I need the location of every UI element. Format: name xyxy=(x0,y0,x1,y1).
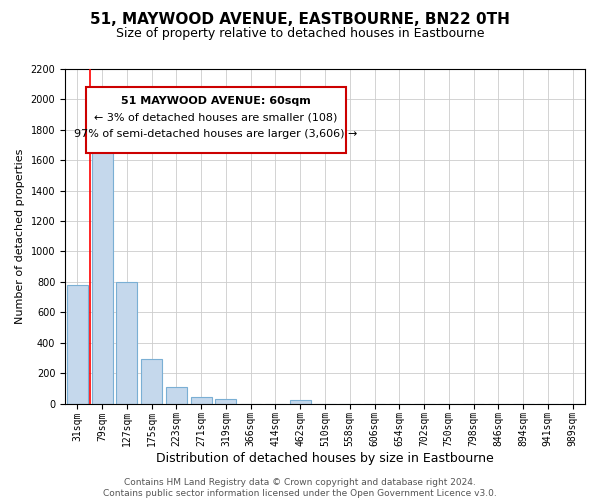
Bar xyxy=(141,358,162,404)
Bar xyxy=(215,399,236,404)
Text: ← 3% of detached houses are smaller (108): ← 3% of detached houses are smaller (108… xyxy=(94,112,338,122)
Bar xyxy=(191,398,212,404)
Bar xyxy=(67,285,88,404)
Text: 51, MAYWOOD AVENUE, EASTBOURNE, BN22 0TH: 51, MAYWOOD AVENUE, EASTBOURNE, BN22 0TH xyxy=(90,12,510,28)
Bar xyxy=(290,400,311,404)
Y-axis label: Number of detached properties: Number of detached properties xyxy=(15,148,25,324)
Bar xyxy=(166,387,187,404)
Text: Size of property relative to detached houses in Eastbourne: Size of property relative to detached ho… xyxy=(116,28,484,40)
Bar xyxy=(92,146,113,404)
FancyBboxPatch shape xyxy=(86,88,346,152)
X-axis label: Distribution of detached houses by size in Eastbourne: Distribution of detached houses by size … xyxy=(156,452,494,465)
Text: Contains HM Land Registry data © Crown copyright and database right 2024.
Contai: Contains HM Land Registry data © Crown c… xyxy=(103,478,497,498)
Bar xyxy=(116,282,137,404)
Text: 97% of semi-detached houses are larger (3,606) →: 97% of semi-detached houses are larger (… xyxy=(74,129,358,139)
Text: 51 MAYWOOD AVENUE: 60sqm: 51 MAYWOOD AVENUE: 60sqm xyxy=(121,96,311,106)
